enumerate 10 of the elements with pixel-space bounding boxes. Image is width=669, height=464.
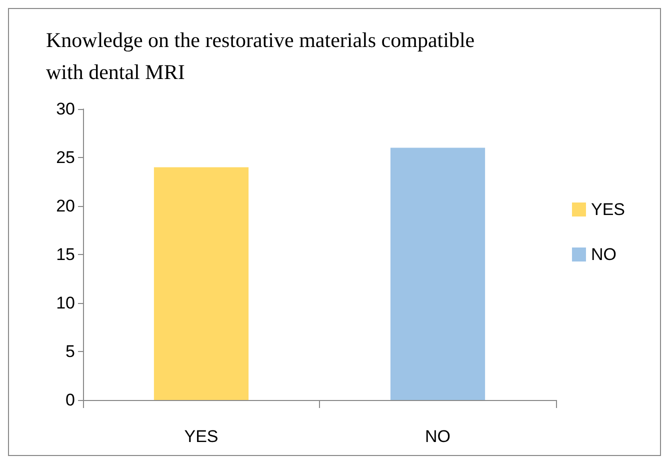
y-tick-label: 15 [56, 245, 75, 264]
y-tick-label: 0 [66, 390, 75, 410]
legend-label: NO [590, 245, 616, 264]
chart-title: Knowledge on the restorative materials compatible with dental MRI [46, 28, 475, 84]
y-tick-label: 5 [66, 342, 75, 361]
y-tick-label: 20 [56, 196, 75, 216]
y-tick-label: 30 [56, 100, 75, 118]
y-tick-label: 10 [56, 294, 75, 312]
legend-label: YES [590, 200, 626, 219]
y-tick-label: 25 [56, 148, 75, 167]
